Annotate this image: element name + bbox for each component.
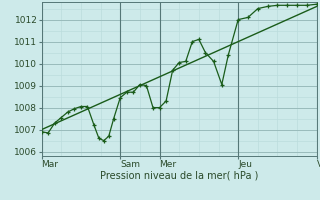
X-axis label: Pression niveau de la mer( hPa ): Pression niveau de la mer( hPa ) xyxy=(100,171,258,181)
